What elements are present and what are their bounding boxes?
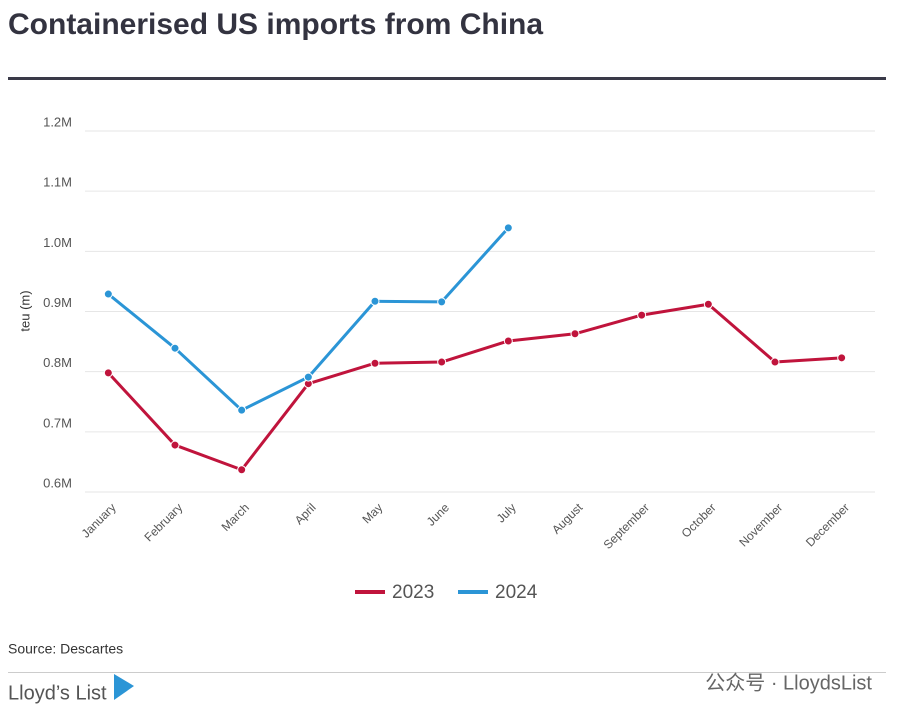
x-tick-label: December <box>803 500 852 549</box>
watermark: 公众号 · LloydsList <box>705 671 872 694</box>
x-tick-label: March <box>219 500 252 533</box>
data-point <box>770 357 780 367</box>
data-point <box>303 372 313 382</box>
data-point <box>837 353 847 363</box>
footer-rule <box>8 672 886 673</box>
y-tick-label: 1.1M <box>43 175 72 190</box>
data-point <box>503 336 513 346</box>
data-point <box>570 329 580 339</box>
x-tick-label: January <box>79 500 119 540</box>
data-point <box>170 440 180 450</box>
x-tick-label: November <box>736 500 785 549</box>
y-tick-label: 0.6M <box>43 475 72 490</box>
source: Source: Descartes <box>8 641 123 657</box>
data-point <box>370 296 380 306</box>
title-rule <box>8 77 886 80</box>
x-tick-label: July <box>494 500 519 525</box>
x-tick-label: September <box>601 500 652 551</box>
y-tick-label: 0.8M <box>43 355 72 370</box>
chart-title: Containerised US imports from China <box>8 8 543 41</box>
y-tick-label: 0.9M <box>43 295 72 310</box>
data-point <box>237 405 247 415</box>
y-tick-label: 1.2M <box>43 114 72 129</box>
brand-logo <box>114 674 134 700</box>
x-tick-label: May <box>359 500 385 526</box>
x-tick-label: February <box>142 500 186 544</box>
y-tick-label: 0.7M <box>43 415 72 430</box>
brand: Lloyd’s List <box>8 682 107 704</box>
data-point <box>103 368 113 378</box>
x-tick-label: August <box>549 500 586 537</box>
x-tick-label: June <box>424 500 453 529</box>
legend-label: 2023 <box>392 582 434 603</box>
data-point <box>370 358 380 368</box>
data-point <box>170 343 180 353</box>
x-tick-label: October <box>679 500 719 540</box>
x-tick-label: April <box>292 500 319 527</box>
data-point <box>103 289 113 299</box>
legend-label: 2024 <box>495 582 538 603</box>
data-point <box>637 310 647 320</box>
data-point <box>503 223 513 233</box>
data-point <box>237 465 247 475</box>
y-axis-label: teu (m) <box>17 290 32 331</box>
y-tick-label: 1.0M <box>43 235 72 250</box>
data-point <box>437 297 447 307</box>
series-line <box>107 302 842 472</box>
data-point <box>703 299 713 309</box>
data-point <box>437 357 447 367</box>
